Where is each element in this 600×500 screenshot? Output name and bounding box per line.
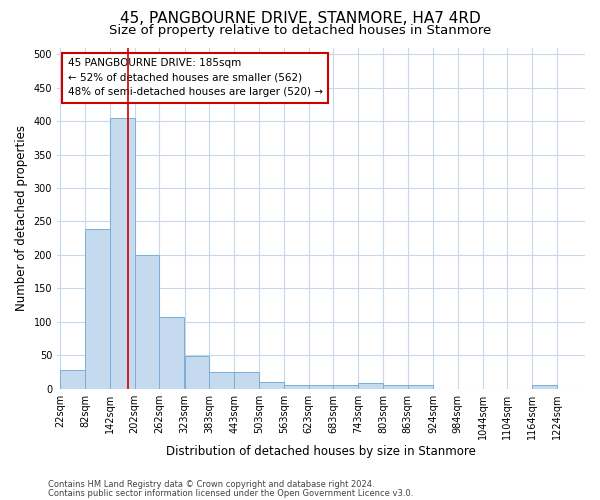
Bar (334, 385, 358, 388)
Bar (532, 385, 557, 388)
Bar (408, 385, 433, 388)
Bar (185, 356, 209, 388)
Bar (110, 118, 135, 388)
Bar (284, 385, 308, 388)
Text: Contains HM Land Registry data © Crown copyright and database right 2024.: Contains HM Land Registry data © Crown c… (48, 480, 374, 489)
Bar (234, 372, 259, 388)
Text: Size of property relative to detached houses in Stanmore: Size of property relative to detached ho… (109, 24, 491, 37)
Bar (85, 230, 110, 388)
Bar (259, 382, 284, 388)
Text: 45, PANGBOURNE DRIVE, STANMORE, HA7 4RD: 45, PANGBOURNE DRIVE, STANMORE, HA7 4RD (119, 11, 481, 26)
Text: Contains public sector information licensed under the Open Government Licence v3: Contains public sector information licen… (48, 488, 413, 498)
Bar (160, 317, 184, 388)
Bar (209, 372, 234, 388)
Bar (61, 370, 85, 388)
Bar (308, 385, 334, 388)
Bar (383, 385, 408, 388)
Text: 45 PANGBOURNE DRIVE: 185sqm
← 52% of detached houses are smaller (562)
48% of se: 45 PANGBOURNE DRIVE: 185sqm ← 52% of det… (68, 58, 323, 98)
Y-axis label: Number of detached properties: Number of detached properties (15, 125, 28, 311)
X-axis label: Distribution of detached houses by size in Stanmore: Distribution of detached houses by size … (166, 444, 476, 458)
Bar (135, 255, 160, 388)
Bar (358, 383, 383, 388)
